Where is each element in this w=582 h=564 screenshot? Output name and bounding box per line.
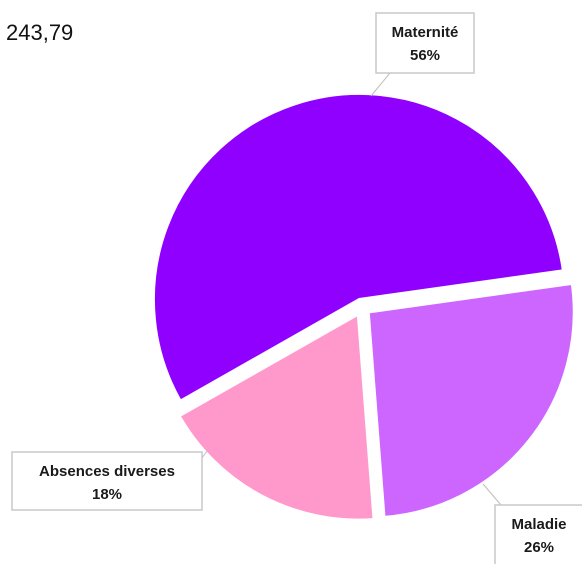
corner-value: 243,79 [6,20,74,45]
callout-absences-diverses: Absences diverses 18% [11,450,208,511]
callout-label: Absences diverses [39,463,175,480]
callout-leader-line [370,72,391,97]
callout-percent: 26% [524,539,554,556]
callout-leader-line [482,483,502,506]
callout-box [494,504,582,564]
callout-label: Maternité [392,24,459,41]
callout-box [375,12,475,74]
slice-maladie [366,281,576,520]
callout-label: Maladie [511,516,566,533]
callout-maladie: Maladie 26% [482,483,582,564]
callout-leader-line [201,450,208,459]
callout-box [11,451,203,511]
slice-maternite [151,91,566,404]
callout-percent: 56% [410,47,440,64]
slice-absences-diverses [177,311,376,522]
callout-percent: 18% [92,486,122,503]
callout-maternite: Maternité 56% [370,12,475,97]
